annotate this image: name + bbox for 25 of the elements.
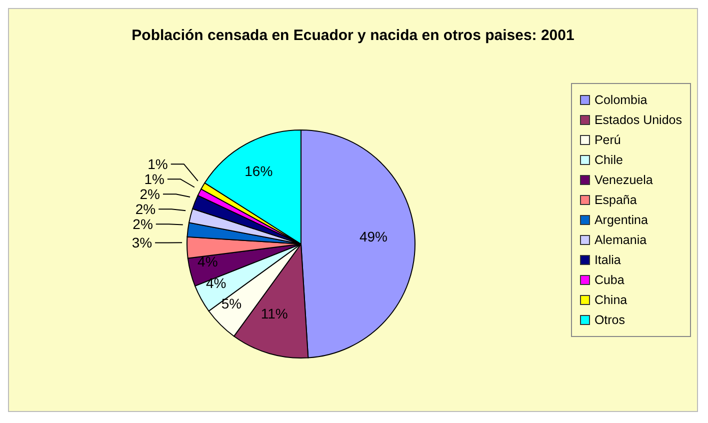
- data-label: 2%: [135, 201, 156, 218]
- legend-label: Chile: [594, 152, 623, 169]
- data-label: 4%: [198, 254, 218, 270]
- legend-label: Colombia: [594, 92, 648, 109]
- legend-label: Italia: [594, 252, 621, 269]
- legend-label: Alemania: [594, 232, 647, 249]
- data-label: 5%: [221, 295, 242, 312]
- data-label: 1%: [144, 171, 164, 188]
- data-label: 2%: [140, 186, 160, 202]
- legend-label: Otros: [594, 312, 625, 329]
- legend-label: Estados Unidos: [594, 112, 682, 129]
- legend-label: Venezuela: [594, 172, 653, 189]
- data-label: 11%: [260, 305, 288, 322]
- data-label: 16%: [244, 163, 273, 180]
- legend-label: Cuba: [594, 272, 624, 289]
- data-label: 3%: [132, 234, 152, 251]
- data-label: 49%: [359, 228, 388, 245]
- legend-label: España: [594, 192, 637, 209]
- legend-label: China: [594, 292, 628, 309]
- data-label: 1%: [148, 156, 168, 172]
- data-label: 4%: [206, 274, 226, 291]
- legend-label: Perú: [594, 132, 621, 149]
- chart-title: Población censada en Ecuador y nacida en otros paises: 2001: [130, 27, 576, 44]
- data-label: 2%: [132, 216, 153, 232]
- legend-label: Argentina: [594, 212, 648, 229]
